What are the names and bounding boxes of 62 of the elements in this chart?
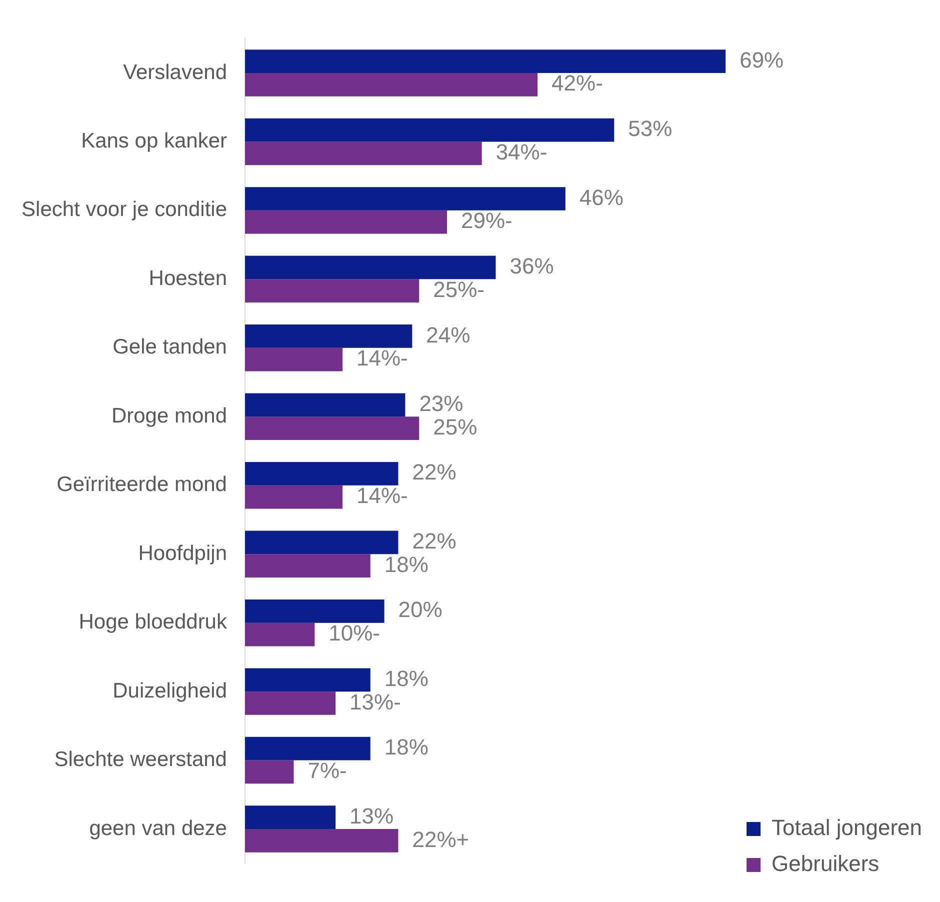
bar — [245, 416, 420, 440]
legend-label: Totaal jongeren — [772, 815, 922, 840]
data-label: 18% — [384, 666, 428, 691]
bar — [245, 256, 496, 280]
data-label: 34%- — [496, 139, 548, 164]
y-tick-label: Hoesten — [148, 266, 227, 290]
data-label: 18% — [384, 734, 428, 760]
y-tick-label: Slechte weerstand — [54, 748, 227, 772]
data-label: 29%- — [460, 208, 512, 234]
bar — [245, 72, 538, 96]
bar — [245, 462, 398, 486]
bar — [245, 393, 406, 417]
bar — [245, 829, 398, 852]
bar — [245, 760, 294, 784]
data-label: 69% — [740, 47, 784, 72]
data-label: 10%- — [328, 620, 380, 646]
y-tick-label: Gele tanden — [112, 336, 227, 359]
data-label: 14%- — [356, 483, 408, 508]
y-tick-label: Hoofdpijn — [138, 542, 227, 565]
y-tick-label: Kans op kanker — [81, 129, 227, 152]
y-tick-label: Verslavend — [123, 60, 227, 84]
legend-label: Gebruikers — [772, 851, 880, 876]
y-tick-label: geen van deze — [89, 816, 227, 840]
y-tick-label: Slecht voor je conditie — [22, 198, 227, 222]
y-tick-label: Duizeligheid — [112, 679, 227, 702]
bar — [245, 50, 726, 73]
data-label: 22%+ — [412, 826, 470, 852]
bar — [245, 348, 343, 372]
y-tick-label: Droge mond — [111, 404, 227, 428]
data-label: 42%- — [552, 70, 603, 96]
bar — [245, 324, 412, 348]
y-tick-label: Hoge bloeddruk — [78, 610, 228, 634]
bar — [245, 599, 384, 623]
data-label: 13% — [350, 803, 394, 828]
bar — [245, 187, 566, 210]
data-label: 36% — [510, 254, 554, 279]
bar — [245, 668, 370, 692]
data-label: 14%- — [356, 346, 408, 371]
data-label: 20% — [398, 597, 442, 622]
data-label: 23% — [419, 391, 464, 416]
bar — [245, 530, 398, 554]
bar — [245, 736, 370, 760]
data-label: 18% — [384, 552, 428, 577]
bar — [245, 118, 614, 142]
data-label: 53% — [628, 116, 672, 142]
data-label: 7%- — [308, 758, 347, 784]
data-label: 22% — [412, 528, 456, 554]
data-label: 13%- — [350, 689, 401, 714]
bar — [245, 279, 420, 303]
bar — [245, 142, 482, 166]
bar — [245, 210, 447, 234]
bar — [245, 485, 343, 509]
y-tick-label: Geïrriteerde mond — [56, 473, 227, 496]
bar — [245, 622, 315, 646]
data-label: 25%- — [433, 276, 484, 302]
bar — [245, 692, 336, 715]
bar — [245, 806, 336, 830]
data-label: 22% — [412, 460, 456, 485]
data-label: 25% — [433, 414, 478, 440]
data-label: 24% — [426, 322, 470, 348]
data-label: 46% — [579, 184, 624, 210]
bar — [245, 554, 370, 578]
